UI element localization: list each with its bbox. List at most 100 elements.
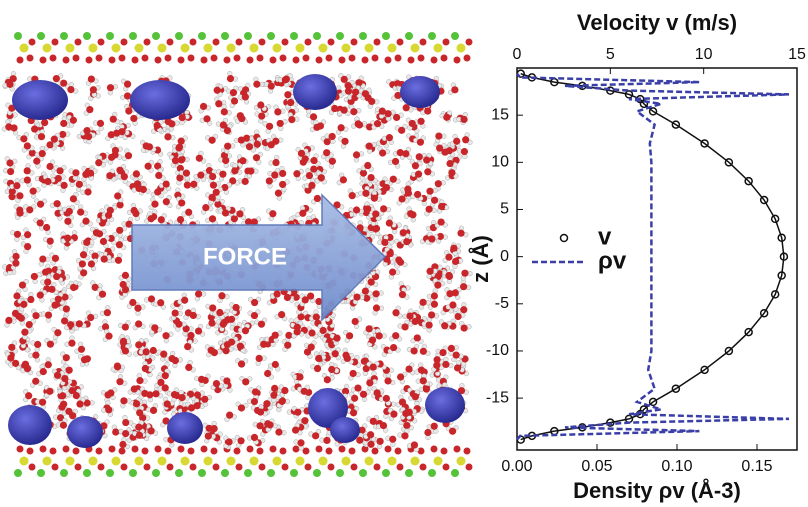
oxygen: [125, 107, 132, 114]
oxygen: [220, 321, 227, 328]
oxygen: [272, 361, 279, 368]
oxygen: [350, 108, 357, 115]
oxygen: [287, 99, 294, 106]
oxygen: [202, 204, 209, 211]
wall-atom: [267, 32, 275, 40]
oxygen: [51, 136, 58, 143]
oxygen: [224, 143, 231, 150]
oxygen: [379, 108, 386, 115]
oxygen: [172, 309, 179, 316]
wall-atom: [29, 464, 36, 471]
oxygen: [201, 396, 208, 403]
oxygen: [122, 419, 129, 426]
oxygen: [279, 170, 286, 177]
oxygen: [377, 438, 384, 445]
wall-atom: [451, 469, 459, 477]
oxygen: [411, 347, 418, 354]
oxygen: [63, 354, 70, 361]
wall-atom: [198, 32, 206, 40]
oxygen: [24, 167, 31, 174]
oxygen: [107, 389, 114, 396]
oxygen: [372, 290, 379, 297]
wall-atom: [326, 448, 333, 455]
oxygen: [258, 321, 265, 328]
oxygen: [13, 292, 20, 299]
oxygen: [318, 174, 325, 181]
oxygen: [294, 409, 301, 416]
oxygen: [195, 290, 202, 297]
oxygen: [197, 172, 204, 179]
oxygen: [242, 178, 249, 185]
oxygen: [275, 190, 282, 197]
oxygen: [449, 301, 456, 308]
oxygen: [402, 410, 409, 417]
oxygen: [231, 167, 238, 174]
oxygen: [310, 157, 317, 164]
oxygen: [175, 144, 182, 151]
oxygen: [409, 120, 416, 127]
oxygen: [238, 136, 245, 143]
wall-atom: [434, 457, 443, 466]
oxygen: [314, 365, 321, 372]
x-tick-label: 0.05: [581, 458, 612, 475]
oxygen: [27, 296, 34, 303]
oxygen: [381, 239, 388, 246]
oxygen: [176, 174, 183, 181]
wall-atom: [441, 448, 448, 455]
wall-atom: [408, 57, 415, 64]
wall-atom: [397, 39, 404, 46]
oxygen: [260, 341, 267, 348]
wall-atom: [155, 446, 162, 453]
oxygen: [205, 432, 212, 439]
wall-atom: [250, 44, 259, 53]
oxygen: [257, 101, 264, 108]
oxygen: [315, 355, 322, 362]
oxygen: [209, 137, 216, 144]
oxygen: [116, 378, 123, 385]
oxygen: [185, 209, 192, 216]
oxygen: [100, 238, 107, 245]
oxygen: [341, 138, 348, 145]
wall-atom: [98, 39, 105, 46]
wall-atom: [382, 32, 390, 40]
oxygen: [88, 75, 95, 82]
oxygen: [399, 291, 406, 298]
wall-atom: [293, 57, 300, 64]
oxygen: [417, 118, 424, 125]
oxygen: [221, 108, 228, 115]
wall-atom: [221, 32, 229, 40]
oxygen: [424, 429, 431, 436]
oxygen: [366, 325, 373, 332]
wall-atom: [313, 469, 321, 477]
wall-atom: [167, 39, 174, 46]
oxygen: [121, 173, 128, 180]
oxygen: [370, 363, 377, 370]
wall-atom: [83, 32, 91, 40]
oxygen: [445, 272, 452, 279]
y-tick-label: 0: [500, 248, 509, 265]
wall-atom: [211, 448, 218, 455]
oxygen: [158, 216, 165, 223]
oxygen: [54, 329, 61, 336]
wall-atom: [428, 469, 436, 477]
oxygen: [133, 170, 140, 177]
oxygen: [446, 147, 453, 154]
oxygen: [288, 116, 295, 123]
oxygen: [209, 304, 216, 311]
oxygen: [38, 133, 45, 140]
y-tick-label: -10: [486, 342, 509, 359]
oxygen: [419, 299, 426, 306]
wall-atom: [201, 57, 208, 64]
oxygen: [411, 441, 418, 448]
oxygen: [97, 120, 104, 127]
oxygen: [83, 239, 90, 246]
oxygen: [148, 427, 155, 434]
oxygen: [70, 117, 77, 124]
legend-symbol: [561, 235, 568, 242]
oxygen: [366, 379, 373, 386]
oxygen: [338, 124, 345, 131]
wall-atom: [66, 457, 75, 466]
wall-atom: [37, 32, 45, 40]
oxygen: [441, 322, 448, 329]
oxygen: [372, 210, 379, 217]
